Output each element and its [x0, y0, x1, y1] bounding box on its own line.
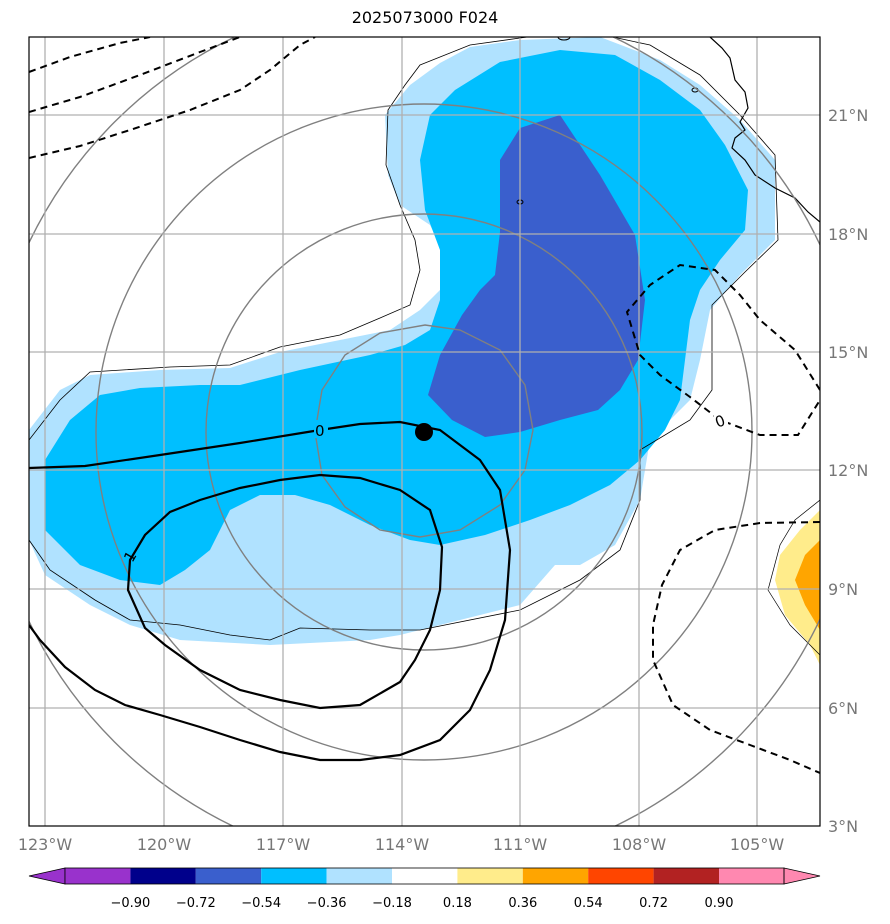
- colorbar-label: −0.36: [307, 896, 347, 911]
- colorbar-bin: [261, 868, 327, 884]
- colorbar-bin: [653, 868, 719, 884]
- lon-tick: 111°W: [493, 835, 548, 854]
- colorbar-extend-low: [28, 867, 66, 885]
- colorbar-extend-high: [783, 867, 821, 885]
- lat-tick-labels: 21°N 18°N 15°N 12°N 9°N 6°N 3°N: [828, 106, 868, 836]
- fill-royal-blue: [428, 115, 645, 437]
- lat-tick: 9°N: [828, 580, 858, 599]
- map-plot-area: 0 1 0: [29, 37, 820, 826]
- gridlines: [29, 37, 820, 826]
- lat-tick: 12°N: [828, 461, 868, 480]
- colorbar-label: 0.18: [443, 896, 472, 911]
- colorbar-bin: [719, 868, 784, 884]
- solid-contours: [29, 420, 512, 762]
- lat-tick: 3°N: [828, 817, 858, 836]
- colorbar-label: 0.36: [508, 896, 537, 911]
- colorbar-label: −0.54: [241, 896, 281, 911]
- colorbar-bin: [457, 868, 523, 884]
- colorbar-bin: [65, 868, 131, 884]
- lon-tick: 117°W: [256, 835, 311, 854]
- contour-label-zero-center: 0: [315, 422, 325, 440]
- colorbar-bin: [522, 868, 589, 884]
- lon-tick: 114°W: [375, 835, 430, 854]
- yellow-outline: [767, 499, 820, 656]
- colorbar-bin: [588, 868, 654, 884]
- colorbar-label: 0.54: [574, 896, 603, 911]
- figure-title: 2025073000 F024: [351, 8, 499, 27]
- center-marker: [415, 423, 433, 441]
- colorbar-label: 0.72: [639, 896, 668, 911]
- lat-tick: 21°N: [828, 106, 868, 125]
- lon-tick: 120°W: [137, 835, 192, 854]
- colorbar-bin: [130, 868, 196, 884]
- colorbar-label: −0.90: [110, 896, 150, 911]
- fill-yellow: [775, 510, 820, 665]
- lon-tick: 105°W: [730, 835, 785, 854]
- lon-tick: 123°W: [18, 835, 73, 854]
- lat-tick: 15°N: [828, 343, 868, 362]
- colorbar-bin: [326, 868, 392, 884]
- colorbar: −0.90 −0.72 −0.54 −0.36 −0.18 0.18 0.36 …: [28, 867, 821, 911]
- colorbar-label: 0.90: [705, 896, 734, 911]
- lon-tick-labels: 123°W 120°W 117°W 114°W 111°W 108°W 105°…: [18, 835, 785, 854]
- fill-orange: [795, 540, 820, 630]
- dashed-contours: [29, 37, 820, 774]
- thin-outline: [29, 37, 779, 641]
- lon-tick: 108°W: [612, 835, 667, 854]
- colorbar-label: −0.18: [372, 896, 412, 911]
- colorbar-bin: [195, 868, 262, 884]
- colorbar-bin: [392, 868, 458, 884]
- lat-tick: 6°N: [828, 699, 858, 718]
- axes-frame: [28, 36, 821, 827]
- coastline: [709, 37, 820, 223]
- lat-tick: 18°N: [828, 225, 868, 244]
- colorbar-label: −0.72: [176, 896, 216, 911]
